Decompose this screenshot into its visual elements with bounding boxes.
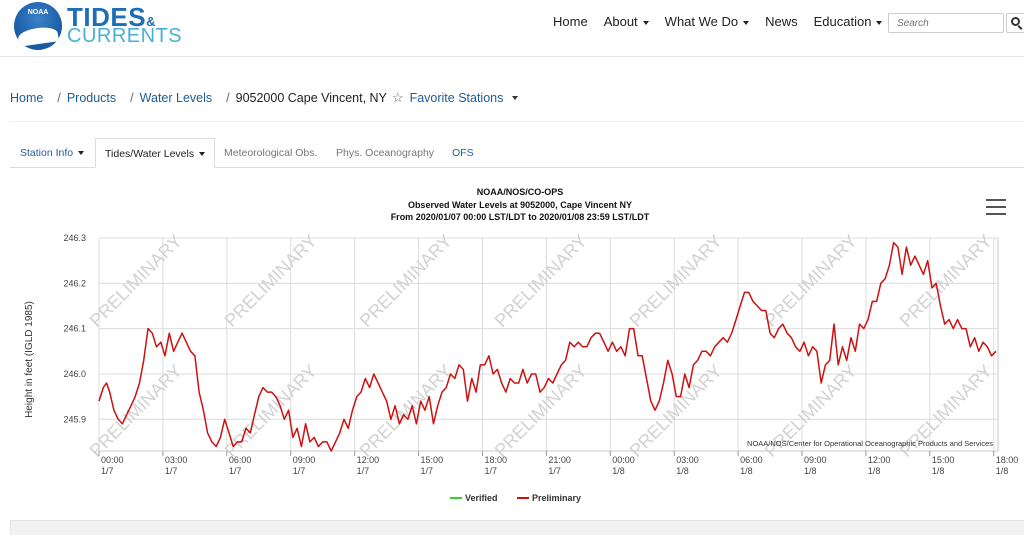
breadcrumb-current-station: 9052000 Cape Vincent, NY xyxy=(235,91,387,105)
chart-title: NOAA/NOS/CO-OPS xyxy=(476,187,564,197)
x-tick-label: 21:00 xyxy=(548,455,571,465)
watermark-label: PRELIMINARY xyxy=(221,361,321,461)
tab-ofs[interactable]: OFS xyxy=(452,147,474,159)
watermark-label: PRELIMINARY xyxy=(356,361,456,461)
chevron-down-icon xyxy=(199,152,206,157)
page-footer-panel xyxy=(10,520,1024,535)
water-level-chart: NOAA/NOS/CO-OPS Observed Water Levels at… xyxy=(0,180,1024,510)
x-tick-date: 1/7 xyxy=(484,466,497,476)
x-tick-date: 1/8 xyxy=(612,466,625,476)
x-tick-date: 1/7 xyxy=(101,466,114,476)
y-tick-label: 246.3 xyxy=(63,233,86,243)
y-tick-label: 246.0 xyxy=(63,369,86,379)
x-tick-label: 12:00 xyxy=(357,455,380,465)
watermark-label: PRELIMINARY xyxy=(221,231,321,331)
x-tick-label: 03:00 xyxy=(676,455,699,465)
x-tick-date: 1/7 xyxy=(165,466,178,476)
chart-credit: NOAA/NOS/Center for Operational Oceanogr… xyxy=(747,439,993,448)
x-tick-date: 1/7 xyxy=(548,466,561,476)
nav-about[interactable]: About xyxy=(604,14,649,30)
x-tick-date: 1/8 xyxy=(676,466,689,476)
search-button[interactable] xyxy=(1006,13,1024,33)
chevron-down-icon[interactable] xyxy=(512,96,519,100)
main-nav: Home About What We Do News Education xyxy=(553,14,898,30)
logo-title-top: TIDES& xyxy=(67,2,156,32)
favorite-stations-dropdown[interactable]: Favorite Stations xyxy=(409,91,504,105)
x-tick-date: 1/8 xyxy=(868,466,881,476)
x-tick-date: 1/7 xyxy=(229,466,242,476)
x-tick-label: 15:00 xyxy=(932,455,955,465)
x-tick-date: 1/8 xyxy=(740,466,753,476)
chart-date-range: From 2020/01/07 00:00 LST/LDT to 2020/01… xyxy=(390,212,650,222)
x-tick-label: 06:00 xyxy=(229,455,252,465)
tab-tides-water-levels[interactable]: Tides/Water Levels xyxy=(95,138,216,168)
tab-station-info[interactable]: Station Info xyxy=(20,138,85,168)
chevron-down-icon xyxy=(642,20,649,25)
site-logo[interactable]: NOAA TIDES& CURRENTS xyxy=(14,2,194,52)
nav-news[interactable]: News xyxy=(765,14,798,29)
noaa-badge-text: NOAA xyxy=(27,9,49,16)
x-tick-label: 09:00 xyxy=(293,455,316,465)
tab-phys-oceanography[interactable]: Phys. Oceanography xyxy=(336,147,435,159)
x-tick-label: 06:00 xyxy=(740,455,763,465)
x-tick-label: 18:00 xyxy=(996,455,1019,465)
x-tick-date: 1/8 xyxy=(932,466,945,476)
search-input[interactable] xyxy=(888,13,1004,33)
x-tick-label: 03:00 xyxy=(165,455,188,465)
breadcrumb-home[interactable]: Home xyxy=(10,91,44,105)
y-tick-label: 246.1 xyxy=(63,324,86,334)
y-axis-label: Height in feet (IGLD 1985) xyxy=(24,301,35,418)
x-tick-label: 12:00 xyxy=(868,455,891,465)
site-header: NOAA TIDES& CURRENTS Home About What We Do… xyxy=(0,0,1024,57)
breadcrumb-separator: / xyxy=(130,91,134,105)
watermark-label: PRELIMINARY xyxy=(896,231,996,331)
chevron-down-icon xyxy=(78,151,85,156)
breadcrumb-products[interactable]: Products xyxy=(66,91,117,105)
watermark-label: PRELIMINARY xyxy=(626,231,726,331)
x-tick-date: 1/8 xyxy=(996,466,1009,476)
legend-label-verified: Verified xyxy=(465,493,498,503)
x-tick-label: 00:00 xyxy=(101,455,124,465)
star-icon[interactable]: ☆ xyxy=(391,90,404,105)
watermark-label: PRELIMINARY xyxy=(86,361,186,461)
nav-home[interactable]: Home xyxy=(553,14,588,29)
nav-education[interactable]: Education xyxy=(814,14,883,30)
x-tick-date: 1/7 xyxy=(357,466,370,476)
breadcrumb-separator: / xyxy=(226,91,230,105)
watermark-label: PRELIMINARY xyxy=(761,231,861,331)
watermark-label: PRELIMINARY xyxy=(626,361,726,461)
x-tick-label: 18:00 xyxy=(484,455,507,465)
watermark-label: PRELIMINARY xyxy=(356,231,456,331)
watermark-label: PRELIMINARY xyxy=(86,231,186,331)
breadcrumb: Home / Products / Water Levels / 9052000… xyxy=(10,90,519,106)
y-tick-label: 245.9 xyxy=(63,414,86,424)
x-tick-date: 1/7 xyxy=(421,466,434,476)
tab-meteorological-obs[interactable]: Meteorological Obs. xyxy=(224,147,318,159)
x-tick-label: 09:00 xyxy=(804,455,827,465)
breadcrumb-water-levels[interactable]: Water Levels xyxy=(139,91,213,105)
breadcrumb-separator: / xyxy=(57,91,61,105)
x-tick-date: 1/7 xyxy=(293,466,306,476)
noaa-logo-icon: NOAA xyxy=(14,2,62,50)
chart-menu-icon[interactable] xyxy=(986,199,1006,215)
y-tick-label: 246.2 xyxy=(63,278,86,288)
watermark-label: PRELIMINARY xyxy=(491,231,591,331)
chart-plot: PRELIMINARY PRELIMINARY PRELIMINARY PRELIMI… xyxy=(24,231,1019,503)
chevron-down-icon xyxy=(743,20,750,25)
station-tabs: Station Info Tides/Water Levels Meteorol… xyxy=(10,138,1024,168)
logo-title-bottom: CURRENTS xyxy=(67,25,183,47)
divider xyxy=(10,121,1024,122)
x-tick-date: 1/8 xyxy=(804,466,817,476)
series-line-preliminary xyxy=(98,241,997,452)
x-tick-label: 15:00 xyxy=(421,455,444,465)
chevron-down-icon xyxy=(876,20,883,25)
nav-what-we-do[interactable]: What We Do xyxy=(665,14,750,30)
legend-label-preliminary: Preliminary xyxy=(532,493,581,503)
watermark-label: PRELIMINARY xyxy=(491,361,591,461)
x-tick-label: 00:00 xyxy=(612,455,635,465)
chart-subtitle: Observed Water Levels at 9052000, Cape V… xyxy=(407,200,633,210)
